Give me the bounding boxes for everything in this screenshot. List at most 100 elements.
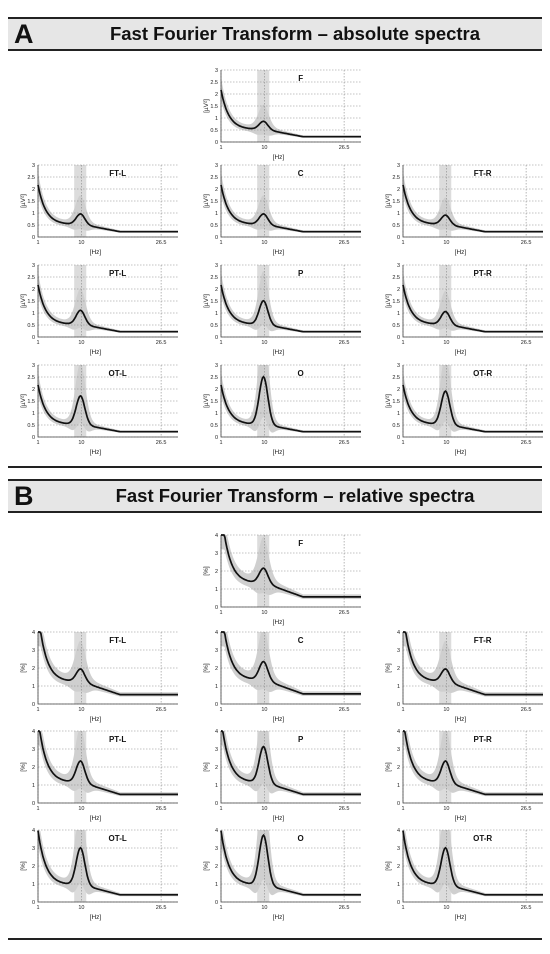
y-tick-label: 2.5 [27, 175, 35, 181]
panel-title: FT-L [109, 636, 126, 645]
y-tick-label: 4 [32, 729, 35, 735]
y-tick-label: 0.5 [210, 128, 218, 134]
y-tick-label: 3 [32, 363, 35, 369]
y-axis-label: [%] [385, 762, 392, 772]
y-tick-label: 3 [397, 648, 400, 654]
x-tick-label: 26.5 [521, 905, 532, 911]
panel-title: OT-R [473, 834, 492, 843]
mean-spectrum-line [220, 830, 361, 896]
x-axis-label: [Hz] [90, 249, 102, 256]
x-tick-label: 1 [219, 440, 222, 446]
y-tick-label: 1 [397, 311, 400, 317]
mean-spectrum-line [220, 375, 361, 433]
variability-band [38, 271, 178, 333]
y-tick-label: 2 [397, 666, 400, 672]
variability-band [221, 830, 361, 897]
y-tick-label: 2 [32, 387, 35, 393]
y-tick-label: 3 [32, 648, 35, 654]
axes [37, 830, 178, 903]
mean-spectrum-line [221, 631, 361, 695]
x-tick-label: 10 [78, 440, 84, 446]
y-tick-label: 2 [32, 666, 35, 672]
axes [402, 830, 543, 903]
x-tick-label: 10 [261, 340, 267, 346]
y-tick-label: 1 [397, 411, 400, 417]
section-b-letter: B [14, 481, 34, 511]
section-b-title: Fast Fourier Transform – relative spectr… [115, 485, 475, 506]
x-axis-label: [Hz] [90, 449, 102, 456]
variability-band [403, 271, 543, 333]
y-tick-label: 0 [397, 435, 400, 441]
y-tick-label: 0 [32, 801, 35, 807]
x-tick-label: 26.5 [339, 905, 350, 911]
section-a-title: Fast Fourier Transform – absolute spectr… [109, 23, 481, 44]
y-tick-label: 4 [397, 828, 400, 834]
y-tick-label: 3 [32, 263, 35, 269]
y-tick-label: 1 [215, 684, 218, 690]
panel-title: PT-R [474, 735, 492, 744]
y-tick-label: 0 [215, 900, 218, 906]
y-tick-label: 0 [32, 235, 35, 241]
y-tick-label: 1 [215, 211, 218, 217]
y-tick-label: 2 [215, 666, 218, 672]
x-tick-label: 1 [36, 905, 39, 911]
x-axis-label: [Hz] [273, 449, 285, 456]
y-tick-label: 1 [32, 311, 35, 317]
x-tick-label: 10 [443, 440, 449, 446]
panel-title: FT-R [474, 636, 492, 645]
panel-a-ft-l: 0 0.5 1 1.5 2 2.5 3 1 10 26.5 [Hz] [µV²] FT-L [20, 163, 178, 256]
x-axis-label: [Hz] [273, 716, 285, 723]
y-tick-label: 3 [215, 747, 218, 753]
variability-band [221, 535, 361, 599]
y-tick-label: 3 [215, 648, 218, 654]
y-tick-label: 2.5 [210, 375, 218, 381]
panel-title: F [298, 539, 303, 548]
variability-band [221, 632, 361, 696]
axes [37, 632, 178, 705]
y-axis-label: [µV²] [20, 194, 27, 208]
x-tick-label: 10 [261, 240, 267, 246]
mean-spectrum-line [402, 830, 543, 896]
axes [37, 165, 178, 238]
mean-spectrum-line [221, 534, 361, 598]
variability-band [403, 632, 543, 697]
y-tick-label: 2 [32, 287, 35, 293]
x-tick-label: 1 [36, 806, 39, 812]
y-tick-label: 1 [32, 411, 35, 417]
x-axis-label: [Hz] [455, 716, 467, 723]
y-tick-label: 2.5 [27, 375, 35, 381]
panel-title: PT-L [109, 269, 126, 278]
x-tick-label: 1 [36, 340, 39, 346]
x-tick-label: 26.5 [156, 806, 167, 812]
y-tick-label: 3 [397, 747, 400, 753]
panel-a-ft-r: 0 0.5 1 1.5 2 2.5 3 1 10 26.5 [Hz] [µV²] FT-R [385, 163, 543, 256]
y-tick-label: 2 [397, 187, 400, 193]
x-tick-label: 10 [443, 707, 449, 713]
y-tick-label: 1.5 [27, 199, 35, 205]
x-tick-label: 1 [401, 240, 404, 246]
axes [220, 535, 361, 608]
y-tick-label: 0 [215, 702, 218, 708]
y-tick-label: 1 [215, 116, 218, 122]
y-tick-label: 0 [215, 235, 218, 241]
axes [37, 365, 178, 438]
x-tick-label: 26.5 [521, 707, 532, 713]
section-a-letter: A [14, 19, 34, 49]
y-tick-label: 0 [215, 801, 218, 807]
y-tick-label: 0.5 [392, 323, 400, 329]
x-axis-label: [Hz] [273, 619, 285, 626]
panel-title: O [298, 834, 304, 843]
y-tick-label: 4 [32, 630, 35, 636]
y-tick-label: 1.5 [210, 299, 218, 305]
y-tick-label: 1 [32, 211, 35, 217]
x-tick-label: 10 [261, 905, 267, 911]
x-tick-label: 10 [443, 806, 449, 812]
y-tick-label: 2 [215, 387, 218, 393]
axes [402, 365, 543, 438]
x-tick-label: 26.5 [339, 707, 350, 713]
